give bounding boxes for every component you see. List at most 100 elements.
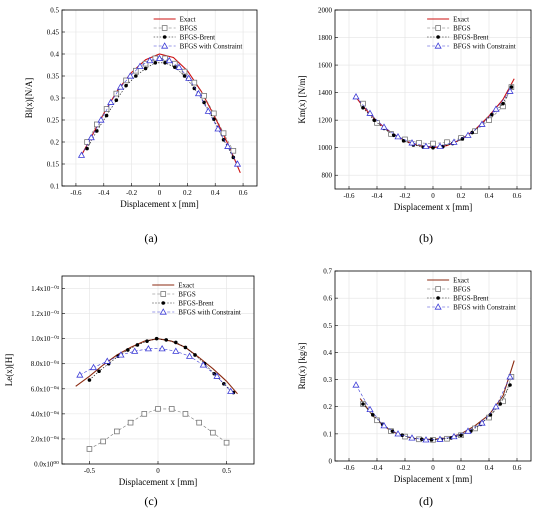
legend-entry: BFGS-Brent [453,295,488,303]
x-axis-label: Displacement x [mm] [394,202,472,212]
data-point [153,61,158,65]
legend-marker [436,35,440,39]
data-point [506,373,514,380]
data-point [500,398,506,405]
x-tick-label: 0 [431,192,435,200]
data-point [390,429,395,433]
data-point [422,142,430,149]
x-tick-label: -0.4 [371,464,383,472]
x-tick-label: 0.6 [513,192,522,200]
data-point [223,439,230,446]
data-point [430,140,436,147]
legend-marker [161,301,166,305]
x-tick-label: -0.6 [343,192,355,200]
panel-label: (d) [419,494,433,508]
data-point [107,98,115,105]
series-line [81,53,241,174]
data-point [394,430,402,437]
data-point [97,116,105,123]
data-point [220,130,227,137]
x-tick-label: 0 [431,464,435,472]
data-point [498,402,503,406]
x-tick-label: -0.2 [126,189,138,197]
data-point [478,120,486,127]
y-tick-label: 0.1 [323,430,332,438]
x-tick-label: 0.4 [211,189,220,197]
legend-entry: BFGS with Constraint [178,309,241,317]
y-tick-label: 1000 [318,144,333,152]
x-axis-label: Displacement x [mm] [394,474,472,484]
y-tick-label: 2.0x10⁻⁰⁴ [31,435,60,443]
data-point [361,402,365,406]
data-point [86,446,93,452]
y-tick-label: 8.0x10⁻⁰⁴ [31,360,60,368]
data-point [422,436,430,443]
legend-entry: BFGS with Constraint [453,43,516,51]
data-point [143,66,148,71]
data-point [233,160,242,167]
data-point [361,105,365,110]
panel-label: (c) [144,494,157,508]
legend-marker [159,308,167,315]
data-point [392,133,396,138]
data-point [408,434,416,441]
legend-entry: BFGS [180,25,198,33]
data-point [193,353,197,357]
legend-entry: BFGS [453,25,471,33]
panel-label: (b) [419,231,433,245]
data-point [146,56,154,64]
data-point [165,56,173,64]
y-tick-label: 0.2 [323,403,332,411]
data-point [506,87,514,94]
series-line [89,408,227,450]
panel-b: -0.6 -0.4 -0.2 0 0.2 0.4 0.6 800 1000 1200 1400 160… [297,7,532,245]
data-point [182,411,189,417]
x-tick-label: 0.4 [485,192,494,200]
y-tick-label: 0.3 [50,95,59,103]
y-tick-label: 6.0x10⁻⁰⁴ [31,385,60,393]
panel-c: -0.5 0 0.5 0.0x10⁰⁰ 2.0x10⁻⁰⁴ 4.0x10⁻⁰⁴ 6.0x10… [4,275,255,508]
data-point [204,107,212,114]
y-tick-label: 0.45 [47,29,60,37]
data-point [394,132,402,140]
data-point [444,139,450,145]
legend-marker [161,42,169,49]
series-line [355,91,511,147]
data-point [85,146,89,151]
data-point [431,145,435,150]
y-tick-label: 1.0x10⁻⁰³ [31,335,59,343]
data-point [508,383,512,387]
data-point [100,438,106,445]
data-point [168,406,175,412]
y-tick-label: 2000 [318,7,333,15]
data-point [230,147,237,154]
legend-marker [435,25,441,31]
y-axis-label: Km(x) [N/m] [297,75,307,123]
data-point [84,139,90,145]
x-tick-label: 0.4 [485,464,494,472]
legend-entry: BFGS-Brent [453,34,488,42]
data-point [95,129,99,133]
data-point [163,61,167,65]
y-tick-label: 0.4 [323,349,332,357]
x-tick-label: -0.2 [399,464,411,472]
x-tick-label: 0.5 [222,467,231,475]
data-point [124,83,128,88]
data-point [464,427,472,434]
data-point [374,417,380,424]
data-point [450,138,458,145]
data-point [126,72,134,79]
legend-entry: Exact [178,282,194,290]
panel-d: -0.6 -0.4 -0.2 0 0.2 0.4 0.6 0 0.1 0.2 0.3 0.4 0.5 0.… [297,268,532,508]
x-tick-label: 0.6 [513,464,522,472]
data-point [492,105,500,112]
data-point [366,109,374,116]
data-point [366,405,374,413]
legend-marker [434,42,442,49]
y-tick-label: 0.5 [50,7,59,15]
legend-marker [435,286,441,292]
x-tick-label: 0 [156,467,160,475]
data-point [201,93,207,99]
data-point [214,125,222,132]
